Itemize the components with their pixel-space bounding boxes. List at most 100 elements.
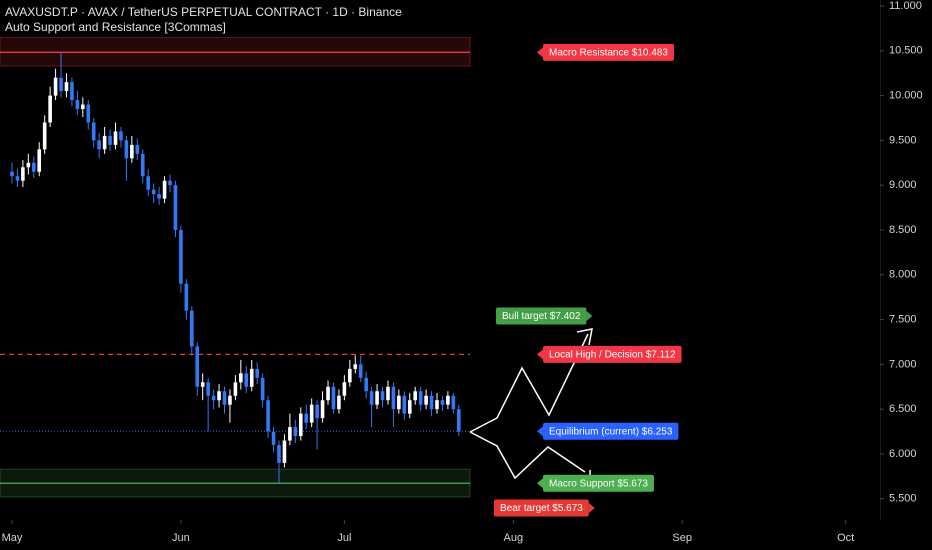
- candle-body: [429, 395, 434, 410]
- candle-body: [282, 440, 287, 463]
- x-tick-label: Aug: [503, 532, 523, 544]
- candle-body: [228, 395, 232, 405]
- candle-body: [37, 149, 42, 172]
- candle-body: [140, 153, 145, 177]
- candle-body: [402, 395, 407, 414]
- candle-body: [424, 395, 428, 405]
- candle-body: [151, 189, 156, 195]
- candle-body: [146, 176, 151, 190]
- candle-body: [309, 404, 314, 423]
- target-label: Bull target $7.402: [496, 307, 593, 325]
- y-tick-label: 10.500: [889, 45, 923, 57]
- candle-body: [190, 310, 194, 347]
- candle-body: [42, 122, 47, 150]
- candle-body: [233, 382, 238, 396]
- y-tick-label: 6.500: [889, 403, 917, 415]
- candle-body: [342, 382, 347, 396]
- candle-body: [200, 382, 205, 387]
- candle-body: [315, 404, 319, 419]
- candle-body: [86, 104, 91, 123]
- candle-body: [222, 391, 227, 405]
- candle-body: [195, 346, 200, 387]
- candle-body: [168, 180, 172, 186]
- target-label-box: [494, 499, 589, 517]
- level-label: Macro Support $5.673: [537, 474, 654, 492]
- candle-body: [217, 391, 221, 401]
- candle-body: [369, 391, 374, 405]
- target-label-text: Bear target $5.673: [500, 503, 583, 514]
- x-tick-label: Jun: [172, 532, 190, 544]
- x-tick-label: May: [2, 532, 23, 544]
- candle-body: [48, 95, 52, 123]
- target-label-pointer: [588, 503, 595, 513]
- candle-body: [206, 382, 210, 396]
- candle-body: [320, 400, 325, 419]
- candle-body: [413, 391, 418, 401]
- candle-body: [239, 373, 243, 383]
- candle-body: [293, 427, 298, 437]
- x-tick-label: Sep: [672, 532, 692, 544]
- candle-body: [337, 395, 341, 410]
- candle-body: [119, 131, 123, 141]
- candle-body: [91, 122, 96, 141]
- candle-body: [266, 400, 270, 432]
- y-tick-label: 5.500: [889, 493, 917, 505]
- candle-body: [451, 395, 456, 410]
- candle-body: [391, 386, 396, 410]
- y-tick-label: 7.500: [889, 313, 917, 325]
- level-label-box: [543, 422, 679, 440]
- candle-body: [304, 413, 309, 423]
- candle-body: [10, 171, 14, 177]
- level-label-text: Local High / Decision $7.112: [549, 349, 676, 360]
- candle-body: [298, 413, 303, 437]
- candle-body: [446, 395, 450, 405]
- candle-body: [331, 386, 336, 410]
- candle-body: [435, 400, 439, 410]
- y-tick-label: 10.000: [889, 90, 923, 102]
- candle-body: [59, 77, 63, 92]
- candle-body: [353, 364, 358, 369]
- candle-body: [326, 386, 330, 401]
- y-tick-label: 8.000: [889, 269, 917, 281]
- candle-body: [211, 395, 216, 401]
- level-label-pointer: [537, 47, 543, 58]
- y-tick-label: 6.000: [889, 448, 917, 460]
- candle-body: [26, 162, 31, 168]
- candle-body: [260, 377, 265, 401]
- x-tick-label: Jul: [337, 532, 351, 544]
- x-tick-label: Oct: [837, 532, 854, 544]
- candle-body: [108, 135, 112, 145]
- candle-body: [249, 368, 254, 387]
- candle-body: [277, 445, 281, 463]
- candle-body: [244, 373, 249, 387]
- candle-body: [97, 140, 101, 150]
- candle-body: [102, 135, 107, 150]
- y-tick-label: 9.500: [889, 134, 917, 146]
- y-tick-label: 9.000: [889, 179, 917, 191]
- candle-body: [288, 427, 292, 441]
- projection: [469, 328, 593, 480]
- candle-body: [70, 82, 74, 101]
- target-label: Bear target $5.673: [494, 499, 595, 517]
- level-label-box: [543, 474, 654, 492]
- y-tick-label: 8.500: [889, 224, 917, 236]
- candle-body: [21, 167, 25, 181]
- level-label-pointer: [537, 478, 543, 489]
- candle-body: [255, 368, 259, 378]
- candle-body: [348, 368, 352, 383]
- candle-body: [53, 77, 58, 96]
- chart-subtitle: Auto Support and Resistance [3Commas]: [5, 20, 226, 34]
- candle-body: [440, 400, 445, 405]
- candle-body: [184, 283, 189, 311]
- level-label-pointer: [537, 426, 543, 437]
- candle-body: [179, 229, 183, 284]
- candle-body: [380, 391, 385, 401]
- candle-body: [456, 409, 461, 432]
- candle-body: [397, 395, 401, 410]
- level-label-box: [543, 345, 682, 363]
- target-label-pointer: [586, 311, 593, 321]
- candle-body: [375, 391, 379, 405]
- candle-body: [271, 431, 276, 446]
- chart-title: AVAXUSDT.P · AVAX / TetherUS PERPETUAL C…: [5, 5, 402, 19]
